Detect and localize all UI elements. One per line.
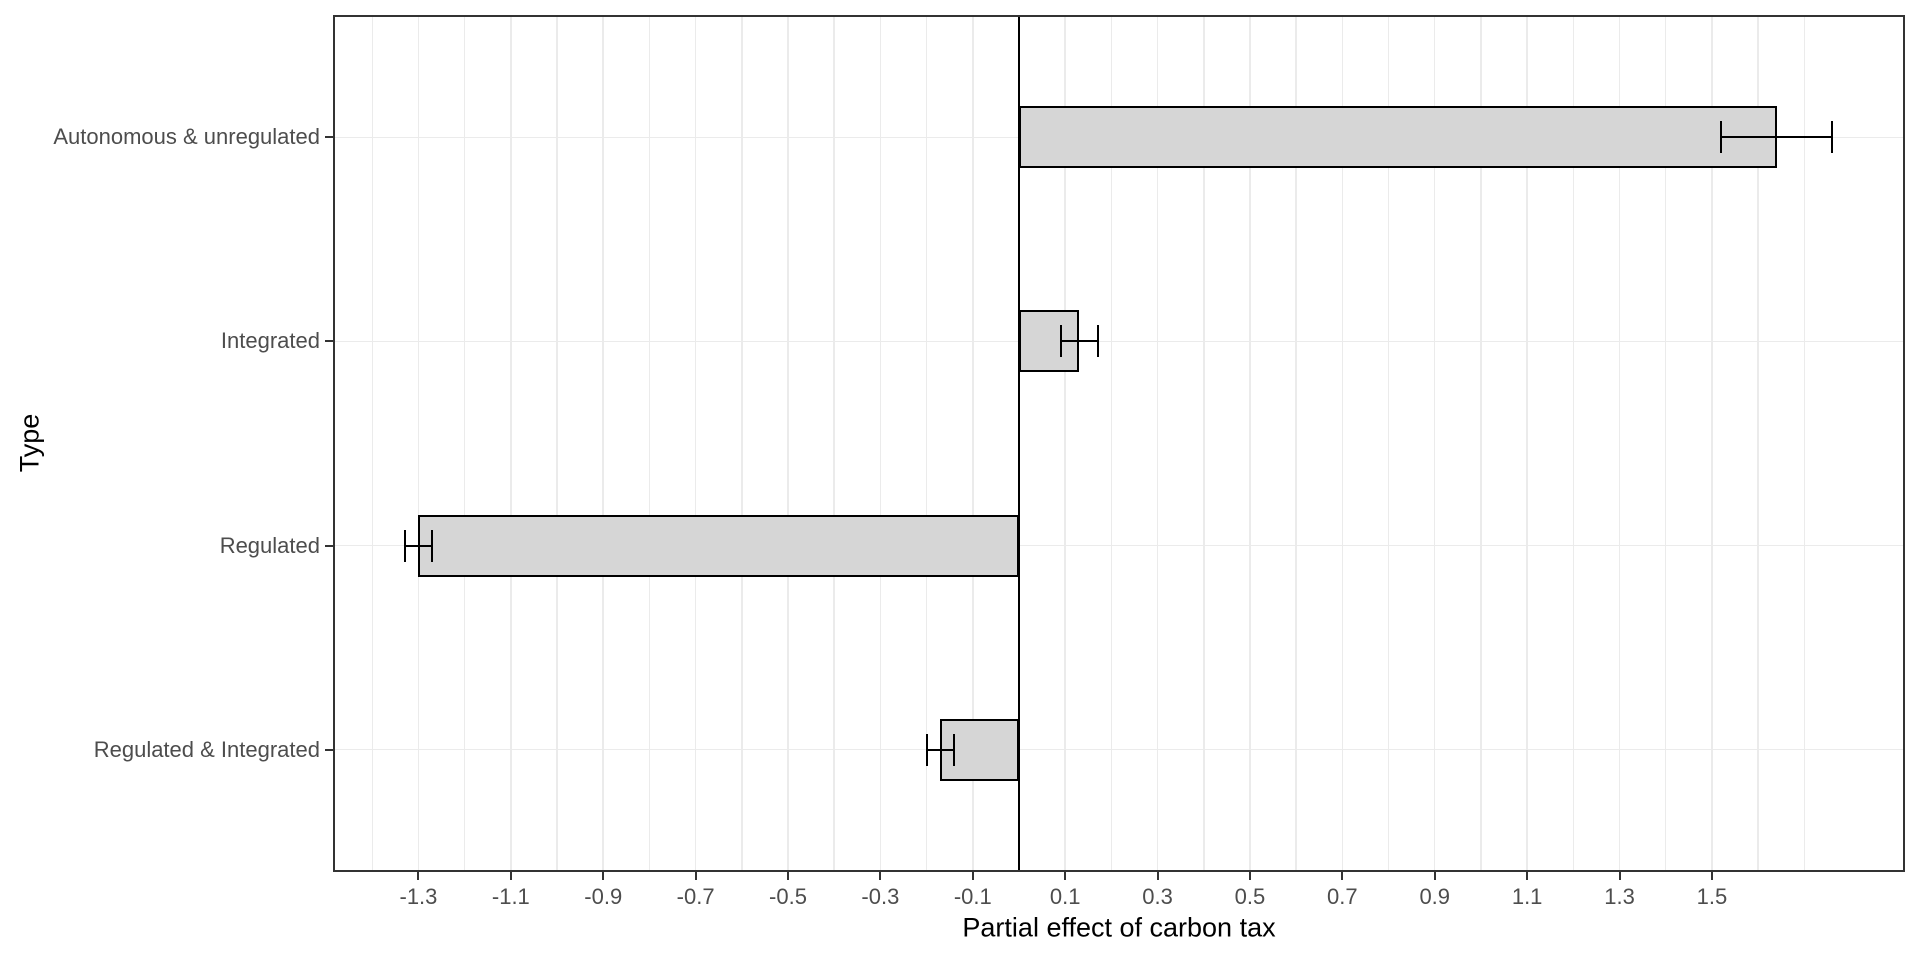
y-category-label: Autonomous & unregulated — [53, 124, 320, 150]
x-tick-label: 1.5 — [1696, 884, 1728, 909]
x-tick-label: 1.1 — [1511, 884, 1543, 909]
error-bar-cap-high — [953, 733, 956, 766]
x-axis-tick — [1248, 872, 1251, 880]
bar — [1018, 106, 1777, 169]
x-axis-title: Partial effect of carbon tax — [962, 912, 1276, 943]
vertical-gridline — [879, 15, 882, 872]
error-bar-cap-low — [925, 733, 928, 766]
vertical-gridline — [1110, 15, 1113, 872]
vertical-gridline — [1618, 15, 1621, 872]
vertical-gridline — [371, 15, 373, 872]
vertical-gridline — [1572, 15, 1575, 872]
vertical-gridline — [602, 15, 604, 872]
x-tick-label: 0.7 — [1327, 884, 1358, 909]
x-tick-label: -1.3 — [399, 884, 438, 909]
vertical-gridline — [1711, 15, 1713, 872]
x-axis-tick — [694, 872, 697, 880]
vertical-gridline — [1480, 15, 1482, 872]
x-axis-tick — [1618, 872, 1621, 880]
horizontal-gridline — [333, 340, 1905, 343]
x-axis-tick — [417, 872, 420, 880]
error-bar-line — [404, 544, 433, 547]
x-axis-tick — [879, 872, 882, 880]
x-axis-tick — [787, 872, 790, 880]
x-tick-label: 0.1 — [1049, 884, 1081, 909]
x-tick-label: 1.3 — [1604, 884, 1635, 909]
error-bar-cap-high — [431, 529, 434, 562]
x-tick-label: -0.5 — [769, 884, 807, 909]
error-bar-line — [1721, 136, 1832, 139]
y-axis-title: Type — [14, 413, 45, 473]
vertical-gridline — [694, 15, 697, 872]
x-tick-label: -0.9 — [584, 884, 623, 909]
bar — [418, 514, 1019, 577]
x-axis-tick — [509, 872, 512, 880]
y-category-label: Regulated — [219, 532, 320, 558]
vertical-gridline — [1757, 15, 1759, 872]
x-tick-label: -1.1 — [491, 884, 530, 909]
y-axis-tick — [325, 136, 333, 139]
x-axis-tick — [1433, 872, 1436, 880]
vertical-gridline — [1664, 15, 1667, 872]
vertical-gridline — [787, 15, 789, 872]
y-category-label: Regulated & Integrated — [93, 736, 320, 762]
x-tick-label: -0.1 — [953, 884, 992, 909]
x-tick-label: 0.5 — [1234, 884, 1266, 909]
x-axis-tick — [602, 872, 605, 880]
vertical-gridline — [741, 15, 743, 872]
horizontal-gridline — [333, 748, 1905, 751]
zero-reference-line — [1017, 15, 1020, 872]
vertical-gridline — [925, 15, 928, 872]
x-axis-tick — [1156, 872, 1159, 880]
horizontal-gridline — [333, 544, 1905, 547]
vertical-gridline — [1295, 15, 1297, 872]
vertical-gridline — [833, 15, 835, 872]
vertical-gridline — [1203, 15, 1205, 872]
vertical-gridline — [1526, 15, 1528, 872]
error-bar-cap-high — [1831, 121, 1833, 154]
x-axis-tick — [1710, 872, 1713, 880]
error-bar-cap-low — [403, 529, 406, 562]
vertical-gridline — [1249, 15, 1251, 872]
vertical-gridline — [463, 15, 466, 872]
x-tick-label: 0.3 — [1142, 884, 1173, 909]
vertical-gridline — [1433, 15, 1436, 872]
error-bar-line — [926, 748, 955, 751]
y-category-label: Integrated — [220, 328, 320, 354]
vertical-gridline — [556, 15, 558, 872]
vertical-gridline — [648, 15, 651, 872]
y-axis-tick — [325, 544, 333, 547]
x-tick-label: -0.3 — [861, 884, 900, 909]
vertical-gridline — [1387, 15, 1390, 872]
vertical-gridline — [1156, 15, 1159, 872]
vertical-gridline — [1341, 15, 1344, 872]
plot-panel — [333, 15, 1905, 872]
vertical-gridline — [972, 15, 974, 872]
x-axis-tick — [971, 872, 974, 880]
error-bar-cap-high — [1096, 325, 1099, 358]
error-bar-cap-low — [1059, 325, 1062, 358]
vertical-gridline — [510, 15, 512, 872]
error-bar-cap-low — [1720, 121, 1723, 154]
x-tick-label: -0.7 — [676, 884, 715, 909]
x-axis-tick — [1064, 872, 1067, 880]
y-axis-tick — [325, 340, 333, 343]
y-axis-tick — [325, 748, 333, 751]
x-axis-tick — [1526, 872, 1529, 880]
x-axis-tick — [1341, 872, 1344, 880]
vertical-gridline — [1064, 15, 1066, 872]
vertical-gridline — [417, 15, 420, 872]
vertical-gridline — [1803, 15, 1806, 872]
x-tick-label: 0.9 — [1419, 884, 1451, 909]
error-bar-line — [1060, 340, 1098, 343]
